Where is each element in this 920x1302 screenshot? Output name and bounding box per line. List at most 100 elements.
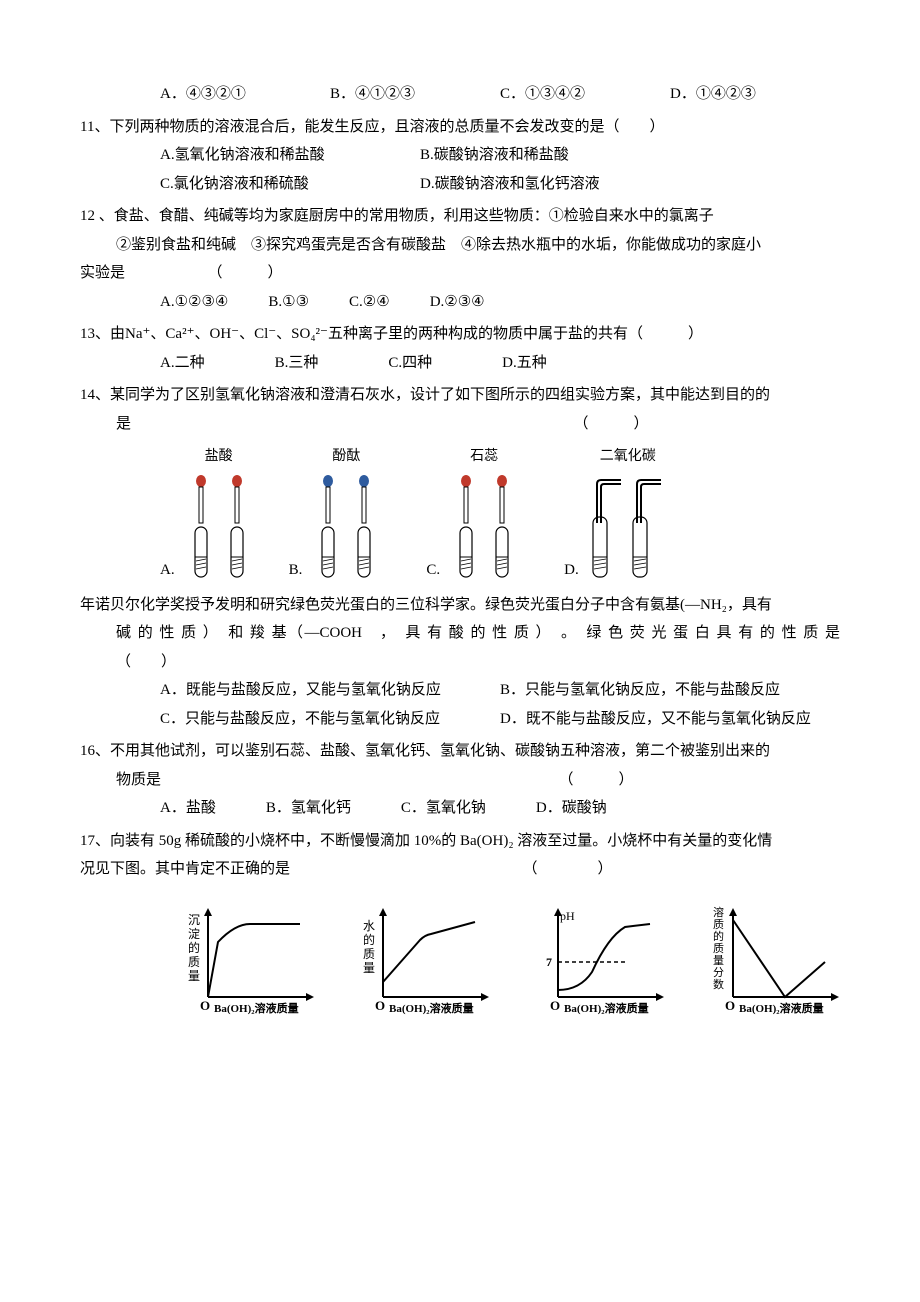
q16-opt-a: A．盐酸 — [160, 794, 216, 823]
gas-tubes-icon — [583, 475, 673, 585]
chart-d-xlabel: Ba(OH)₂溶液质量 — [739, 1001, 824, 1015]
q12-opt-d: D.②③④ — [430, 288, 485, 317]
dropper-tubes-icon — [179, 475, 259, 585]
q13-opt-c: C.四种 — [388, 349, 432, 378]
q14-label-a: 盐酸 — [205, 444, 233, 471]
q15-stem2: 碱 的 性 质 ） 和 羧 基（—COOH ， 具 有 酸 的 性 质 ） 。 … — [80, 619, 840, 648]
q17-stem2: 况见下图。其中肯定不正确的是 （ ） — [80, 855, 840, 884]
q14-diagram-d: 二氧化碳 — [583, 444, 673, 585]
q16-stem2: 物质是 （ ） — [80, 766, 840, 795]
q14-diagram-c: 石蕊 — [444, 444, 524, 585]
q13-options: A.二种 B.三种 C.四种 D.五种 — [80, 349, 840, 378]
chart-b-ylabel-3: 量 — [363, 961, 375, 975]
question-13: 13、由Na⁺、Ca²⁺、OH⁻、Cl⁻、SO₄²⁻五种离子里的两种构成的物质中… — [80, 320, 840, 377]
chart-b-ylabel-2: 质 — [363, 947, 375, 961]
chart-b-origin: O — [375, 998, 385, 1013]
q14-stem2: 是 （ ） — [80, 410, 840, 439]
chart-b-ylabel-1: 的 — [363, 932, 375, 947]
q12-stem1: 12 、食盐、食醋、纯碱等均为家庭厨房中的常用物质，利用这些物质：①检验自来水中… — [80, 202, 840, 231]
chart-a-ylabel-3: 质 — [188, 955, 200, 969]
q15-stem1: 年诺贝尔化学奖授予发明和研究绿色荧光蛋白的三位科学家。绿色荧光蛋白分子中含有氨基… — [80, 591, 840, 620]
chart-c: pH 7 O Ba(OH)₂溶液质量 — [530, 902, 665, 1022]
question-11: 11、下列两种物质的溶液混合后，能发生反应，且溶液的总质量不会发改变的是（ ） … — [80, 113, 840, 199]
chart-c-origin: O — [550, 998, 560, 1013]
q16-stem1: 16、不用其他试剂，可以鉴别石蕊、盐酸、氢氧化钙、氢氧化钠、碳酸钠五种溶液，第二… — [80, 737, 840, 766]
q11-opt-b: B.碳酸钠溶液和稀盐酸 — [420, 141, 680, 170]
chart-d-ylabel-6: 数 — [713, 978, 724, 991]
option-a: A．④③②① — [160, 80, 330, 109]
q14-label-c: 石蕊 — [470, 444, 498, 471]
q15-opt-b: B．只能与氢氧化钠反应，不能与盐酸反应 — [500, 676, 840, 705]
q17-stem1: 17、向装有 50g 稀硫酸的小烧杯中，不断慢慢滴加 10%的 Ba(OH)₂ … — [80, 827, 840, 856]
q14-diagram-b: 酚酞 — [306, 444, 386, 585]
question-15: 年诺贝尔化学奖授予发明和研究绿色荧光蛋白的三位科学家。绿色荧光蛋白分子中含有氨基… — [80, 591, 840, 734]
q12-stem3: 实验是 （ ） — [80, 259, 840, 288]
chart-a-origin: O — [200, 998, 210, 1013]
q15-options: A．既能与盐酸反应，又能与氢氧化钠反应 B．只能与氢氧化钠反应，不能与盐酸反应 … — [80, 676, 840, 733]
q13-opt-b: B.三种 — [275, 349, 319, 378]
q11-options: A.氢氧化钠溶液和稀盐酸 B.碳酸钠溶液和稀盐酸 C.氯化钠溶液和稀硫酸 D.碳… — [80, 141, 840, 198]
chart-d-ylabel-2: 的 — [713, 929, 724, 943]
chart-d-ylabel-5: 分 — [713, 966, 724, 979]
chart-d-origin: O — [725, 998, 735, 1013]
question-16: 16、不用其他试剂，可以鉴别石蕊、盐酸、氢氧化钙、氢氧化钠、碳酸钠五种溶液，第二… — [80, 737, 840, 823]
chart-a-xlabel: Ba(OH)₂溶液质量 — [214, 1001, 299, 1015]
q14-letter-a: A. — [160, 556, 175, 585]
q11-opt-c: C.氯化钠溶液和稀硫酸 — [160, 170, 420, 199]
chart-d: 溶 质 的 质 量 分 数 O Ba(OH)₂溶液质量 — [705, 902, 840, 1022]
q13-stem: 13、由Na⁺、Ca²⁺、OH⁻、Cl⁻、SO₄²⁻五种离子里的两种构成的物质中… — [80, 320, 840, 349]
q13-opt-a: A.二种 — [160, 349, 205, 378]
q17-charts: 沉 淀 的 质 量 O Ba(OH)₂溶液质量 水 的 质 量 O Ba(OH)… — [80, 902, 840, 1022]
q15-opt-c: C．只能与盐酸反应，不能与氢氧化钠反应 — [160, 705, 500, 734]
q12-stem2: ②鉴别食盐和纯碱 ③探究鸡蛋壳是否含有碳酸盐 ④除去热水瓶中的水垢，你能做成功的… — [80, 231, 840, 260]
q15-stem3: （ ） — [80, 648, 840, 677]
question-10-options: A．④③②① B．④①②③ C．①③④② D．①④②③ — [80, 80, 840, 109]
q15-opt-d: D．既不能与盐酸反应，又不能与氢氧化钠反应 — [500, 705, 840, 734]
q14-label-b: 酚酞 — [332, 444, 360, 471]
q12-options: A.①②③④ B.①③ C.②④ D.②③④ — [80, 288, 840, 317]
chart-c-xlabel: Ba(OH)₂溶液质量 — [564, 1001, 649, 1015]
q15-opt-a: A．既能与盐酸反应，又能与氢氧化钠反应 — [160, 676, 500, 705]
q13-opt-d: D.五种 — [502, 349, 547, 378]
chart-a: 沉 淀 的 质 量 O Ba(OH)₂溶液质量 — [180, 902, 315, 1022]
dropper-tubes-icon — [444, 475, 524, 585]
chart-d-ylabel-1: 质 — [713, 918, 724, 931]
chart-c-tick: 7 — [546, 955, 552, 969]
chart-a-ylabel-0: 沉 — [188, 913, 200, 927]
q16-opt-d: D．碳酸钠 — [536, 794, 607, 823]
q11-stem: 11、下列两种物质的溶液混合后，能发生反应，且溶液的总质量不会发改变的是（ ） — [80, 113, 840, 142]
dropper-tubes-icon — [306, 475, 386, 585]
chart-b-ylabel-0: 水 — [363, 919, 375, 933]
q14-label-d: 二氧化碳 — [600, 444, 656, 471]
option-c: C．①③④② — [500, 80, 670, 109]
q12-opt-c: C.②④ — [349, 288, 390, 317]
q14-diagram-a: 盐酸 — [179, 444, 259, 585]
q14-diagrams: A. 盐酸 — [80, 444, 840, 585]
q11-opt-a: A.氢氧化钠溶液和稀盐酸 — [160, 141, 420, 170]
chart-a-ylabel-1: 淀 — [188, 927, 200, 941]
option-d: D．①④②③ — [670, 80, 840, 109]
q16-options: A．盐酸 B．氢氧化钙 C．氢氧化钠 D．碳酸钠 — [80, 794, 840, 823]
chart-a-ylabel-2: 的 — [188, 940, 200, 955]
question-12: 12 、食盐、食醋、纯碱等均为家庭厨房中的常用物质，利用这些物质：①检验自来水中… — [80, 202, 840, 316]
chart-c-ylabel: pH — [560, 909, 575, 923]
q12-opt-a: A.①②③④ — [160, 288, 228, 317]
chart-d-ylabel-4: 量 — [713, 954, 724, 967]
question-14: 14、某同学为了区别氢氧化钠溶液和澄清石灰水，设计了如下图所示的四组实验方案，其… — [80, 381, 840, 585]
chart-a-ylabel-4: 量 — [188, 969, 200, 983]
option-row: A．④③②① B．④①②③ C．①③④② D．①④②③ — [80, 80, 840, 109]
chart-b-xlabel: Ba(OH)₂溶液质量 — [389, 1001, 474, 1015]
chart-b: 水 的 质 量 O Ba(OH)₂溶液质量 — [355, 902, 490, 1022]
q14-stem1: 14、某同学为了区别氢氧化钠溶液和澄清石灰水，设计了如下图所示的四组实验方案，其… — [80, 381, 840, 410]
option-b: B．④①②③ — [330, 80, 500, 109]
q16-opt-b: B．氢氧化钙 — [266, 794, 351, 823]
chart-d-ylabel-0: 溶 — [713, 905, 724, 919]
q11-opt-d: D.碳酸钠溶液和氢化钙溶液 — [420, 170, 680, 199]
q16-opt-c: C．氢氧化钠 — [401, 794, 486, 823]
chart-d-ylabel-3: 质 — [713, 942, 724, 955]
q14-letter-c: C. — [426, 556, 440, 585]
q14-letter-b: B. — [289, 556, 303, 585]
q12-opt-b: B.①③ — [268, 288, 309, 317]
q14-letter-d: D. — [564, 556, 579, 585]
question-17: 17、向装有 50g 稀硫酸的小烧杯中，不断慢慢滴加 10%的 Ba(OH)₂ … — [80, 827, 840, 1022]
